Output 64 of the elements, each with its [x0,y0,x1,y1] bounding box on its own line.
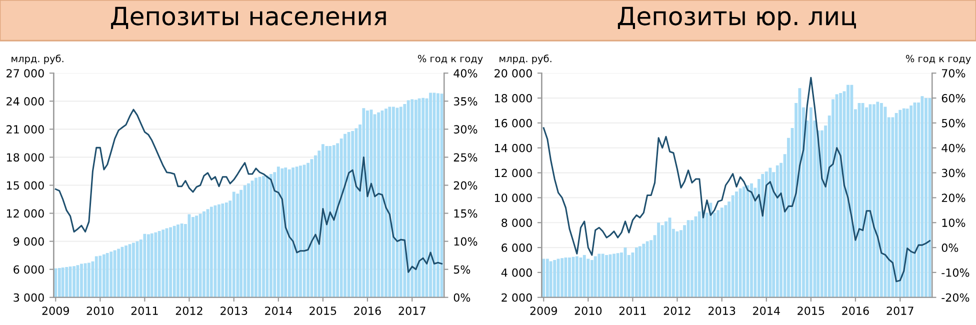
y2-tick-label: 10% [454,237,478,246]
y2-tick-label: 40% [942,144,966,152]
x-tick-label: 2017 [886,306,914,316]
line-series [542,76,931,282]
y-tick-label: 6 000 [14,265,44,274]
x-tick-label: 2011 [619,306,646,316]
y-tick-label: 10 000 [494,194,532,202]
x-tick-label: 2017 [398,306,426,316]
x-tick-label: 2009 [530,306,557,316]
x-tick-label: 2013 [220,306,248,316]
y2-tick-label: 35% [454,97,478,106]
y2-tick-label: 40% [454,69,478,78]
y-tick-label: 21 000 [6,125,44,134]
x-tick-label: 2016 [842,306,869,316]
y2-axis-title: % год к году [418,54,483,64]
y-tick-label: 18 000 [6,153,44,162]
x-tick-label: 2010 [86,306,114,316]
y-tick-label: 20 000 [494,69,532,78]
y-tick-label: 12 000 [494,168,532,178]
y2-tick-label: 60% [942,94,966,102]
line-series [54,108,443,273]
x-tick-label: 2011 [131,306,158,316]
y-tick-label: 8 000 [502,218,532,228]
y2-tick-label: 20% [942,194,966,202]
y-axis-title: млрд. руб. [12,54,64,64]
y-tick-label: 18 000 [494,94,532,102]
y-tick-label: 24 000 [6,97,44,106]
x-tick-label: 2012 [664,306,690,316]
y2-tick-label: 25% [454,153,478,162]
y2-tick-label: -20% [942,293,970,302]
y2-tick-label: 20% [454,181,478,190]
x-tick-label: 2014 [265,306,292,316]
y2-axis-title: % год к году [906,54,971,64]
y2-tick-label: 30% [942,168,966,178]
y2-tick-label: 70% [942,69,966,78]
y-tick-label: 9 000 [14,237,44,246]
y-tick-label: 27 000 [6,69,44,78]
y2-tick-label: 5% [454,265,470,274]
chart-title: Депозиты населения [111,6,386,29]
chart-title: Депозиты юр. лиц [618,6,856,30]
y-tick-label: 14 000 [494,144,532,152]
y2-tick-label: 15% [454,209,478,218]
x-tick-label: 2009 [42,306,69,316]
x-tick-label: 2014 [753,306,780,316]
y-tick-label: 6 000 [502,244,532,252]
y2-tick-label: 0% [942,244,958,252]
y-tick-label: 4 000 [501,268,532,277]
y2-tick-label: 30% [454,125,478,134]
y2-tick-label: 50% [942,118,966,128]
y-tick-label: 15 000 [6,181,44,190]
y-tick-label: 12 000 [6,209,44,218]
x-tick-label: 2010 [574,306,602,316]
y-tick-label: 2 000 [502,293,532,302]
y2-tick-label: 10% [942,218,966,228]
x-tick-label: 2013 [708,306,736,316]
y-tick-label: 3 000 [14,293,44,302]
y2-tick-label: -10% [942,268,970,277]
x-tick-label: 2015 [310,306,336,316]
y-tick-label: 16 000 [494,118,532,128]
x-tick-label: 2012 [176,306,202,316]
x-tick-label: 2016 [354,306,381,316]
y-axis-title: млрд. руб. [500,54,552,64]
x-tick-label: 2015 [798,306,824,316]
y2-tick-label: 0% [454,293,470,302]
